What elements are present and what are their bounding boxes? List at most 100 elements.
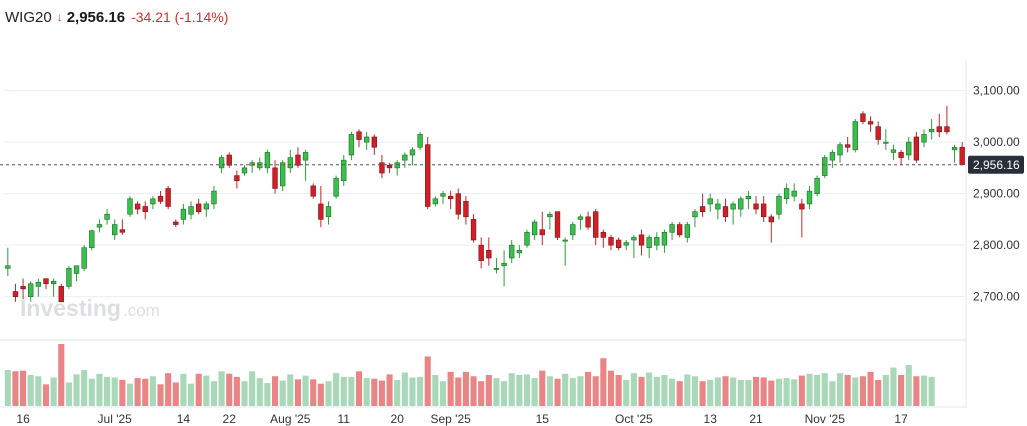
candle-body bbox=[738, 198, 744, 210]
volume-bar bbox=[646, 372, 653, 406]
x-tick-label: 15 bbox=[536, 412, 550, 426]
y-tick-label: 2,800.00 bbox=[973, 238, 1020, 252]
symbol-name: WIG20 bbox=[5, 8, 52, 26]
volume-bar bbox=[707, 379, 714, 406]
candle-body bbox=[707, 198, 713, 205]
candle bbox=[493, 258, 500, 274]
candle-body bbox=[661, 231, 668, 246]
candle-body bbox=[486, 250, 492, 259]
volume-bar bbox=[714, 377, 721, 406]
candle bbox=[180, 203, 187, 225]
volume-bar bbox=[615, 375, 622, 406]
candle bbox=[623, 240, 629, 251]
candle-body bbox=[241, 167, 248, 174]
volume-bar bbox=[27, 375, 34, 406]
volume-bar bbox=[745, 379, 752, 406]
candle-body bbox=[226, 154, 232, 166]
quote-header: WIG20 ↓ 2,956.16 -34.21 (-1.14%) bbox=[5, 6, 228, 28]
candle-body bbox=[531, 221, 538, 236]
candle bbox=[615, 237, 622, 251]
candle bbox=[707, 193, 713, 212]
candle bbox=[936, 113, 942, 137]
candle bbox=[58, 283, 64, 303]
candle-body bbox=[188, 206, 194, 215]
candle bbox=[264, 149, 271, 174]
candle-body bbox=[684, 224, 690, 238]
volume-bar bbox=[516, 375, 523, 406]
candle bbox=[715, 198, 721, 220]
volume-bar bbox=[669, 378, 676, 406]
candle bbox=[684, 221, 690, 243]
x-tick-label: Sep '25 bbox=[430, 412, 471, 426]
volume-bar bbox=[836, 373, 844, 406]
candle bbox=[89, 229, 95, 251]
volume-bar bbox=[859, 376, 866, 406]
candle-body bbox=[203, 203, 209, 210]
candle bbox=[509, 240, 515, 264]
candle bbox=[852, 118, 858, 153]
candle bbox=[241, 165, 248, 176]
candle bbox=[142, 201, 148, 220]
candle-body bbox=[318, 203, 324, 220]
candle bbox=[341, 155, 347, 186]
volume-bar bbox=[386, 374, 393, 406]
candle-body bbox=[860, 113, 866, 122]
candle bbox=[12, 283, 19, 302]
x-tick-label: 14 bbox=[177, 412, 191, 426]
volume-bar bbox=[806, 373, 813, 406]
volume-bar bbox=[371, 378, 378, 406]
candle-body bbox=[524, 231, 530, 246]
x-tick-label: 16 bbox=[16, 412, 30, 426]
volume-bar bbox=[394, 379, 401, 406]
candle bbox=[646, 234, 652, 259]
x-tick-label: 17 bbox=[894, 412, 908, 426]
volume-bar bbox=[439, 381, 447, 406]
volume-bar bbox=[569, 378, 576, 406]
candle-body bbox=[493, 268, 500, 270]
candle bbox=[333, 175, 339, 199]
candle-body bbox=[562, 239, 568, 242]
y-tick-label: 3,000.00 bbox=[973, 135, 1020, 149]
candle-body bbox=[157, 195, 164, 202]
volume-bar bbox=[180, 373, 187, 406]
candle-body bbox=[509, 244, 515, 259]
candle bbox=[593, 209, 599, 246]
candle bbox=[883, 129, 889, 150]
volume-bar bbox=[363, 378, 370, 406]
candle-body bbox=[379, 162, 385, 174]
candle bbox=[829, 149, 836, 168]
volume-bar bbox=[562, 373, 569, 406]
candle-body bbox=[363, 136, 370, 143]
volume-bar bbox=[317, 383, 324, 406]
volume-bar bbox=[600, 358, 607, 406]
candle-body bbox=[867, 121, 874, 125]
watermark-suffix: .com bbox=[123, 301, 160, 320]
volume-bar bbox=[882, 375, 889, 406]
volume-bar bbox=[905, 365, 912, 406]
volume-bar bbox=[455, 377, 462, 406]
candle-body bbox=[906, 141, 912, 156]
volume-bar bbox=[630, 373, 637, 406]
volume-bar bbox=[302, 375, 309, 406]
candle bbox=[50, 278, 57, 297]
candle bbox=[318, 185, 324, 228]
candle bbox=[134, 201, 141, 215]
candle-body bbox=[104, 213, 110, 220]
candle bbox=[249, 160, 255, 174]
volume-bar bbox=[539, 370, 546, 406]
candle bbox=[722, 198, 729, 222]
volume-bar bbox=[447, 371, 454, 406]
candle bbox=[600, 229, 607, 248]
candle bbox=[928, 118, 935, 140]
candle-body bbox=[692, 211, 698, 218]
candle bbox=[73, 265, 80, 282]
candle bbox=[463, 196, 469, 225]
candle bbox=[791, 183, 797, 202]
candle bbox=[28, 281, 34, 302]
candle bbox=[822, 155, 828, 179]
volume-bar bbox=[241, 381, 248, 406]
candle-body bbox=[58, 286, 64, 303]
candle-body bbox=[81, 247, 87, 269]
volume-bar bbox=[226, 373, 233, 406]
